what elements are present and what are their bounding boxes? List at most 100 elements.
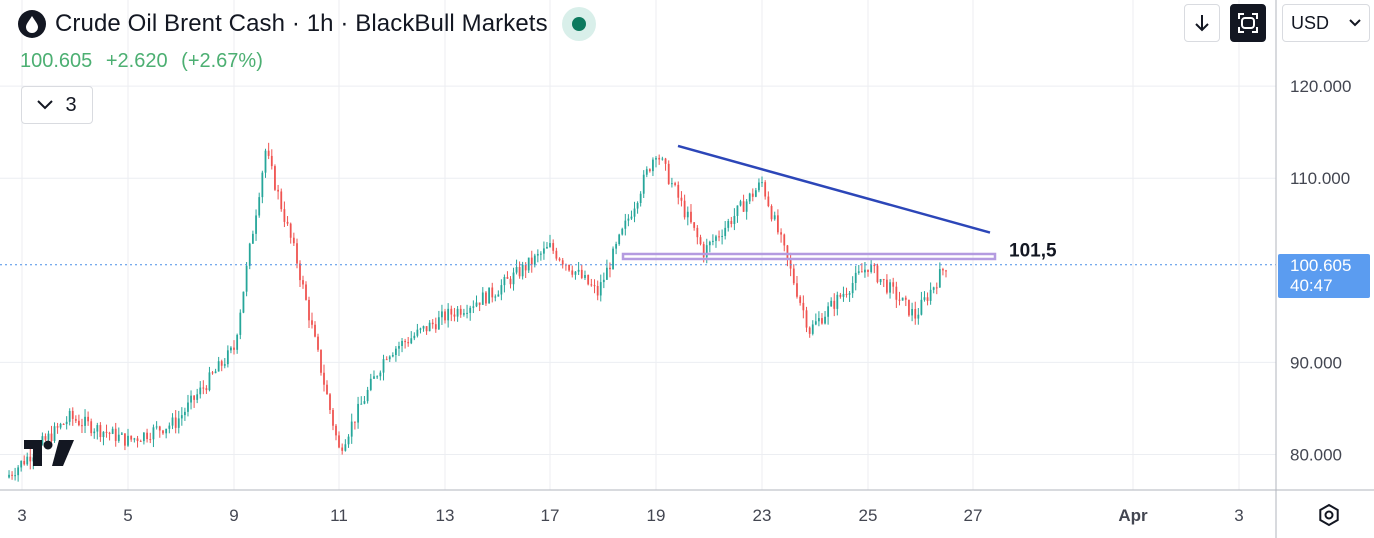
candle: [561, 257, 564, 269]
candle: [223, 358, 226, 369]
symbol-title[interactable]: Crude Oil Brent Cash · 1h · BlackBull Ma…: [55, 10, 548, 37]
candle: [648, 168, 651, 173]
candle: [217, 356, 220, 372]
candle-body: [568, 264, 570, 271]
candle: [475, 295, 478, 308]
chart-drawings[interactable]: 101,5: [0, 144, 1276, 266]
candle: [280, 188, 283, 212]
bar-countdown: 40:47: [1290, 276, 1333, 295]
candle: [422, 325, 425, 332]
candle-body: [90, 421, 93, 434]
candle-body: [363, 401, 366, 404]
candle: [661, 156, 664, 161]
candle: [693, 222, 696, 231]
settings-gear-icon: [1319, 503, 1339, 527]
candle: [44, 433, 47, 442]
candle-body: [506, 277, 509, 279]
candle-body: [758, 182, 760, 191]
candle-body: [133, 438, 136, 440]
candle-body: [425, 326, 428, 332]
candle: [546, 242, 548, 249]
time-tick-label: 3: [1234, 506, 1243, 525]
candle-body: [391, 355, 394, 357]
price-tick-label: 90.000: [1290, 353, 1342, 372]
candle-body: [149, 439, 152, 441]
candle: [686, 206, 689, 226]
candle-body: [745, 201, 748, 212]
candle-body: [214, 371, 217, 374]
candle-body: [814, 321, 817, 325]
candle-body: [898, 299, 901, 301]
indicators-toggle-button[interactable]: 3: [21, 86, 93, 124]
candle-body: [211, 372, 214, 374]
time-tick-label: 13: [436, 506, 455, 525]
candle: [146, 428, 148, 443]
market-status-indicator[interactable]: [561, 7, 596, 41]
fullscreen-button[interactable]: [1230, 4, 1266, 42]
candle-body: [674, 183, 676, 185]
candle: [111, 426, 114, 435]
candle-body: [599, 282, 602, 296]
candle: [425, 326, 428, 335]
candle-body: [889, 282, 891, 293]
tradingview-logo[interactable]: [24, 440, 76, 466]
candle-body: [105, 431, 108, 433]
candle: [518, 261, 521, 279]
candlestick-series: [8, 142, 947, 482]
candle: [655, 156, 657, 168]
candle-body: [911, 308, 913, 316]
candle-body: [615, 244, 618, 249]
candle-body: [935, 287, 938, 289]
price-tick-label: 110.000: [1290, 169, 1350, 188]
candle: [867, 269, 869, 277]
candle: [727, 218, 730, 232]
candle: [320, 349, 322, 376]
candle: [347, 434, 350, 448]
candle: [886, 274, 888, 295]
support-level-band[interactable]: [621, 252, 997, 261]
candle: [748, 192, 751, 205]
chart-settings-button[interactable]: [1313, 499, 1345, 531]
candle-body: [124, 433, 126, 446]
candle-body: [71, 410, 74, 419]
candle: [379, 370, 382, 381]
candle-body: [770, 206, 773, 220]
candle-body: [320, 349, 322, 373]
candle: [168, 422, 171, 434]
candle: [864, 261, 866, 278]
candle: [770, 204, 773, 222]
candle-body: [920, 299, 923, 315]
currency-select[interactable]: USD: [1282, 4, 1370, 42]
candle-body: [571, 270, 574, 275]
candle: [609, 262, 611, 278]
candle-body: [546, 246, 548, 249]
candle-body: [932, 287, 935, 290]
download-button[interactable]: [1184, 4, 1220, 42]
candle-body: [648, 169, 651, 172]
price-tick-label: 120.000: [1290, 77, 1351, 96]
candle: [533, 253, 536, 268]
candle-body: [56, 426, 59, 428]
candle: [821, 313, 823, 325]
candle: [911, 302, 913, 322]
candle-body: [50, 433, 53, 441]
descending-trendline[interactable]: [677, 144, 991, 234]
candle: [124, 433, 126, 451]
download-arrow-icon: [1195, 15, 1209, 32]
candle: [942, 267, 944, 276]
candle-body: [152, 427, 155, 440]
candle-body: [783, 234, 786, 246]
candle-body: [851, 282, 854, 294]
candle: [236, 333, 239, 354]
candle-body: [618, 234, 621, 245]
candle-body: [606, 267, 608, 280]
candle: [444, 308, 446, 324]
candle-body: [802, 302, 805, 311]
candle: [171, 413, 174, 430]
candle: [721, 229, 724, 245]
candle-body: [690, 211, 692, 223]
candle-body: [667, 163, 670, 184]
candle: [783, 233, 786, 252]
candle: [341, 443, 344, 455]
